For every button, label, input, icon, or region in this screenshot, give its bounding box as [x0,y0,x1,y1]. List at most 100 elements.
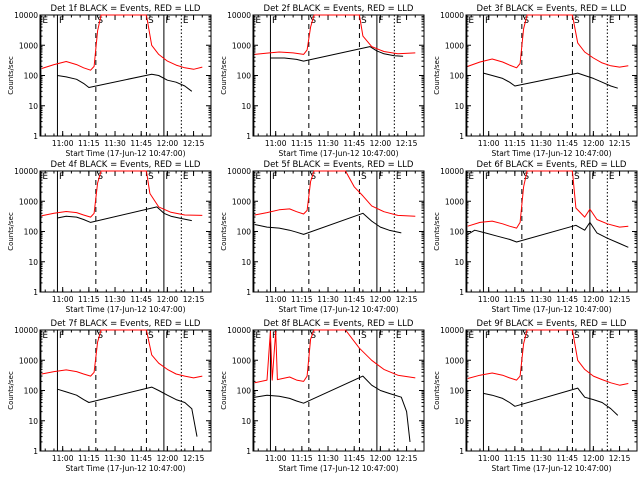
panel-title: Det 5f BLACK = Events, RED = LLD [264,160,414,170]
marker-label: S [310,172,316,182]
x-axis-label: Start Time (17-Jun-12 10:47:00) [66,305,186,314]
y-axis-label: Counts/sec [7,371,15,410]
marker-label: E [468,16,474,26]
y-tick-label: 10 [28,258,38,267]
x-tick-label: 11:00 [52,295,74,304]
marker-label: S [361,331,367,341]
x-tick-label: 12:15 [609,454,631,463]
x-tick-label: 11:30 [104,295,126,304]
panel-det-7: Det 7f BLACK = Events, RED = LLD 1 10 100 10… [7,319,212,473]
x-tick-label: 11:15 [78,139,100,148]
y-tick-label: 10000 [227,326,251,335]
y-tick-label: 10 [241,102,251,111]
marker-label: F [485,172,490,182]
marker-label: F [59,16,64,26]
panel-title: Det 7f BLACK = Events, RED = LLD [51,319,201,329]
panel-det-3: Det 3f BLACK = Events, RED = LLD 1 10 100 10… [433,4,638,158]
marker-label: F [165,16,170,26]
panel-det-2: Det 2f BLACK = Events, RED = LLD 1 10 100 10… [220,4,425,158]
y-tick-label: 10000 [14,167,38,176]
x-tick-label: 11:15 [291,454,313,463]
x-tick-label: 11:30 [317,454,339,463]
x-tick-label: 12:00 [370,295,392,304]
y-axis-label: Counts/sec [220,371,228,410]
x-tick-label: 12:15 [609,139,631,148]
x-tick-label: 12:00 [370,454,392,463]
marker-label: E [183,331,189,341]
marker-label: E [396,16,402,26]
x-axis-label: Start Time (17-Jun-12 10:47:00) [492,305,612,314]
plot-frame [252,329,425,452]
x-tick-label: 11:30 [530,139,552,148]
x-tick-label: 11:00 [478,295,500,304]
marker-label: E [396,331,402,341]
x-axis-label: Start Time (17-Jun-12 10:47:00) [279,149,399,158]
series-lld-line [254,14,416,55]
series-lld-line [41,329,203,379]
marker-label: F [378,331,383,341]
marker-label: E [42,16,48,26]
marker-label: E [183,172,189,182]
y-tick-label: 100 [237,387,252,396]
marker-label: S [574,331,580,341]
x-tick-label: 11:15 [504,454,526,463]
panel-det-4: Det 4f BLACK = Events, RED = LLD 1 10 100 10… [7,160,212,314]
panel-title: Det 9f BLACK = Events, RED = LLD [477,319,627,329]
y-tick-label: 1 [246,447,251,456]
series-lld-line [467,170,629,229]
marker-label: S [310,331,316,341]
x-tick-label: 11:30 [530,454,552,463]
y-tick-label: 1000 [232,197,251,206]
plot-frame [39,14,212,137]
x-tick-label: 12:15 [396,454,418,463]
x-tick-label: 11:15 [78,295,100,304]
marker-label: S [523,172,529,182]
marker-label: S [574,172,580,182]
series-lld-line [467,329,629,386]
x-tick-label: 12:00 [583,295,605,304]
x-tick-label: 11:45 [130,139,152,148]
panel-title: Det 1f BLACK = Events, RED = LLD [51,4,201,14]
marker-label: S [148,16,154,26]
x-tick-label: 12:00 [370,139,392,148]
y-tick-label: 10000 [440,167,464,176]
series-events-line [467,221,629,248]
x-tick-label: 12:15 [609,295,631,304]
x-tick-label: 11:00 [265,454,287,463]
y-tick-label: 1000 [19,356,38,365]
y-tick-label: 1000 [445,356,464,365]
x-tick-label: 11:15 [78,454,100,463]
y-tick-label: 1000 [232,41,251,50]
x-axis-label: Start Time (17-Jun-12 10:47:00) [492,464,612,473]
marker-label: E [609,331,615,341]
marker-label: F [272,16,277,26]
panel-title: Det 6f BLACK = Events, RED = LLD [477,160,627,170]
y-tick-label: 10 [241,417,251,426]
y-axis-label: Counts/sec [433,212,441,251]
y-tick-label: 10 [454,102,464,111]
x-tick-label: 11:15 [291,295,313,304]
y-tick-label: 1 [459,447,464,456]
marker-label: E [42,331,48,341]
y-axis-label: Counts/sec [433,371,441,410]
x-tick-label: 12:00 [157,295,179,304]
y-tick-label: 100 [24,228,39,237]
y-axis-label: Counts/sec [7,212,15,251]
x-axis-label: Start Time (17-Jun-12 10:47:00) [279,305,399,314]
x-tick-label: 11:30 [317,139,339,148]
x-tick-label: 11:45 [130,295,152,304]
x-tick-label: 12:15 [396,139,418,148]
marker-label: F [272,172,277,182]
x-tick-label: 11:45 [556,139,578,148]
marker-label: S [523,16,529,26]
x-tick-label: 11:45 [343,454,365,463]
marker-label: F [591,331,596,341]
panel-det-8: Det 8f BLACK = Events, RED = LLD 1 10 100 10… [220,319,425,473]
y-tick-label: 10 [28,417,38,426]
x-tick-label: 12:15 [183,454,205,463]
series-events-line [57,386,198,437]
y-tick-label: 10 [241,258,251,267]
x-tick-label: 11:45 [343,295,365,304]
marker-label: E [468,331,474,341]
